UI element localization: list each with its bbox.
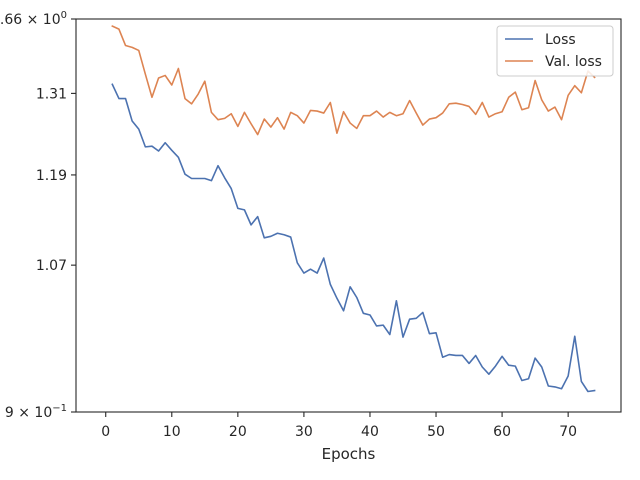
- axes-spines: [75, 18, 622, 413]
- legend: Loss Val. loss: [496, 25, 614, 77]
- y-axis: 1.07 1.19 1.31 1.66 × 100 9 × 10−1: [0, 10, 76, 421]
- series-line-val-loss: [111, 25, 596, 136]
- legend-entry: Val. loss: [545, 54, 602, 70]
- legend-entry: Loss: [545, 32, 576, 48]
- x-tick-label: 20: [229, 424, 247, 440]
- x-tick-label: 70: [559, 424, 577, 440]
- x-tick-label: 0: [101, 424, 110, 440]
- x-tick-label: 10: [163, 424, 181, 440]
- x-tick-label: 30: [295, 424, 313, 440]
- plot-area: [76, 19, 621, 412]
- y-tick-label: 1.07: [36, 258, 67, 274]
- x-axis: 0 10 20 30 40 50 60 70: [101, 412, 577, 440]
- series-line-loss: [111, 83, 596, 393]
- y-edge-label-top: 1.66 × 100: [0, 10, 67, 28]
- x-axis-label: Epochs: [322, 445, 376, 463]
- axes-frame: [75, 18, 622, 413]
- y-tick-label: 1.31: [36, 86, 67, 102]
- x-tick-label: 40: [361, 424, 379, 440]
- x-tick-label: 60: [493, 424, 511, 440]
- y-edge-label-bottom: 9 × 10−1: [5, 403, 67, 421]
- x-tick-label: 50: [427, 424, 445, 440]
- series-layer: [111, 25, 596, 393]
- y-tick-label: 1.19: [36, 168, 67, 184]
